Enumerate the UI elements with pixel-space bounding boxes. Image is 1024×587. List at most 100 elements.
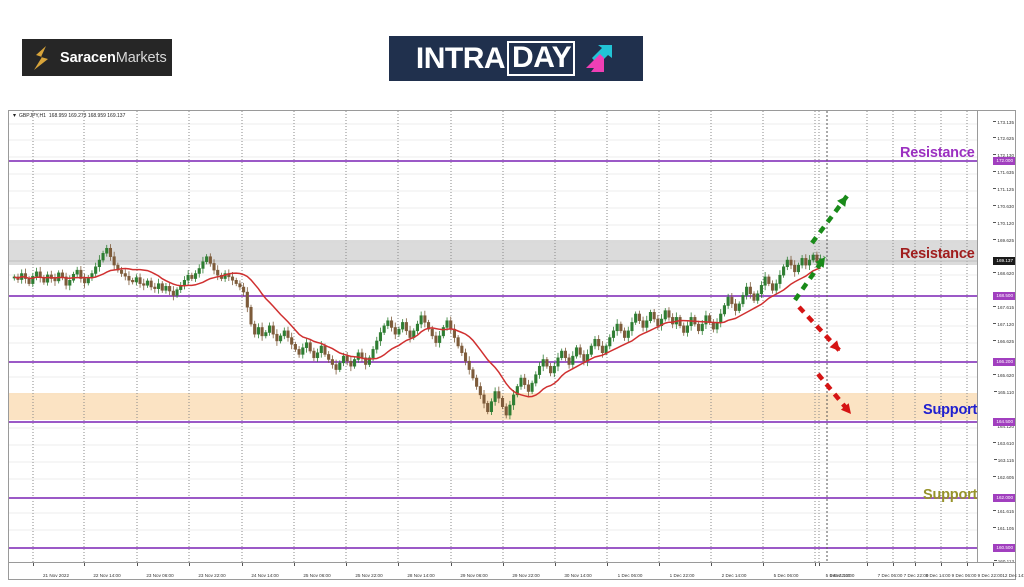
bullish-arrow-1 bbox=[793, 255, 827, 302]
price-tick: 166.625 bbox=[993, 339, 1014, 345]
price-tick: 165.620 bbox=[993, 373, 1014, 379]
time-tick-mark bbox=[346, 563, 347, 566]
time-tick-label: 6 Dec 14:00 bbox=[829, 573, 855, 578]
price-tick: 172.625 bbox=[993, 136, 1014, 142]
support-annotation-3: Support bbox=[923, 402, 978, 418]
chart-caret-icon: ▾ bbox=[13, 113, 17, 119]
time-tick-label: 9 Dec 06:00 bbox=[951, 573, 977, 578]
time-tick-label: 23 Nov 22:00 bbox=[198, 573, 226, 578]
price-level-badge[interactable]: 164.500 bbox=[993, 418, 1015, 426]
price-tick: 161.105 bbox=[993, 526, 1014, 532]
price-level-badge[interactable]: 160.500 bbox=[993, 544, 1015, 552]
time-tick-label: 8 Dec 14:00 bbox=[925, 573, 951, 578]
chart-title-bar: ▾ GBPJPY,H1 168.959 169.273 168.959 169.… bbox=[13, 113, 125, 119]
price-tick: 163.115 bbox=[993, 458, 1014, 464]
price-tick: 171.125 bbox=[993, 187, 1014, 193]
time-tick-label: 24 Nov 14:00 bbox=[251, 573, 279, 578]
time-tick-mark bbox=[815, 563, 816, 566]
price-level-badge[interactable]: 166.200 bbox=[993, 358, 1015, 366]
resistance-annotation-2: Resistance bbox=[900, 246, 975, 262]
time-axis[interactable]: 21 Nov 2022 22 Nov 14:00 23 Nov 06:00 23 No… bbox=[9, 562, 1024, 579]
time-tick-label: 1 Dec 22:00 bbox=[669, 573, 695, 578]
bearish-arrow-2 bbox=[816, 372, 853, 416]
time-tick-mark bbox=[242, 563, 243, 566]
saracen-light-word: Markets bbox=[115, 49, 167, 66]
price-tick: 165.110 bbox=[993, 390, 1014, 396]
time-tick-mark bbox=[819, 563, 820, 566]
chart-ohlc-values: 168.959 169.273 168.959 169.137 bbox=[48, 113, 126, 119]
price-tick: 170.120 bbox=[993, 221, 1014, 227]
time-tick-mark bbox=[993, 563, 994, 566]
saracen-s-icon bbox=[34, 45, 48, 70]
time-tick-label: 2 Dec 14:00 bbox=[721, 573, 747, 578]
time-tick-mark bbox=[941, 563, 942, 566]
intraday-arrows-icon bbox=[582, 42, 616, 76]
time-tick-label: 23 Nov 06:00 bbox=[146, 573, 174, 578]
time-tick-mark bbox=[294, 563, 295, 566]
price-tick: 167.120 bbox=[993, 322, 1014, 328]
time-tick-label: 12 Dec 14:00 bbox=[1002, 573, 1024, 578]
support-annotation-4: Support bbox=[923, 487, 978, 503]
time-tick-label: 28 Nov 14:00 bbox=[407, 573, 435, 578]
time-tick-label: 21 Nov 2022 bbox=[42, 573, 70, 578]
price-tick: 168.620 bbox=[993, 271, 1014, 277]
price-chart[interactable]: ▾ GBPJPY,H1 168.959 169.273 168.959 169.… bbox=[8, 110, 1024, 580]
bullish-arrow-2 bbox=[810, 194, 849, 245]
price-tick: 161.615 bbox=[993, 509, 1014, 515]
time-tick-mark bbox=[893, 563, 894, 566]
time-tick-label: 29 Nov 22:00 bbox=[512, 573, 540, 578]
time-tick-mark bbox=[503, 563, 504, 566]
resistance-annotation-1: Resistance bbox=[900, 145, 975, 161]
time-tick-mark bbox=[33, 563, 34, 566]
price-tick: 173.135 bbox=[993, 120, 1014, 126]
price-tick: 171.635 bbox=[993, 170, 1014, 176]
time-tick-label: 7 Dec 22:00 bbox=[903, 573, 929, 578]
price-level-badge[interactable]: 162.000 bbox=[993, 494, 1015, 502]
saracen-markets-logo: SaracenMarkets bbox=[22, 39, 172, 76]
price-axis[interactable]: 173.135 172.625 172.130 171.635 171.125 170.6… bbox=[977, 111, 1015, 565]
time-tick-mark bbox=[711, 563, 712, 566]
time-tick-mark bbox=[137, 563, 138, 566]
bearish-arrow-1 bbox=[797, 305, 842, 353]
time-tick-mark bbox=[659, 563, 660, 566]
time-tick-label: 5 Dec 22:00 bbox=[825, 573, 851, 578]
time-tick-mark bbox=[189, 563, 190, 566]
time-tick-mark bbox=[607, 563, 608, 566]
time-tick-label: 5 Dec 06:00 bbox=[773, 573, 799, 578]
saracen-markets-wordmark: SaracenMarkets bbox=[60, 50, 167, 66]
intraday-part-two: DAY bbox=[507, 41, 576, 76]
intraday-part-one: INTRA bbox=[415, 41, 506, 75]
time-tick-mark bbox=[398, 563, 399, 566]
price-tick: 160.113 bbox=[993, 559, 1014, 565]
price-tick: 170.630 bbox=[993, 204, 1014, 210]
price-tick: 167.615 bbox=[993, 305, 1014, 311]
time-tick-mark bbox=[84, 563, 85, 566]
time-tick-mark bbox=[451, 563, 452, 566]
chart-plot-area[interactable] bbox=[9, 111, 977, 562]
time-tick-mark bbox=[763, 563, 764, 566]
intraday-logo: INTRA DAY bbox=[389, 36, 643, 81]
price-level-badge[interactable]: 168.500 bbox=[993, 292, 1015, 300]
time-tick-label: 29 Nov 06:00 bbox=[460, 573, 488, 578]
time-tick-label: 30 Nov 14:00 bbox=[564, 573, 592, 578]
page-header: SaracenMarkets INTRA DAY bbox=[0, 0, 1024, 104]
intraday-wordmark: INTRA DAY bbox=[416, 41, 616, 76]
price-level-badge[interactable]: 169.137 bbox=[993, 257, 1015, 265]
time-tick-mark bbox=[555, 563, 556, 566]
time-tick-label: 1 Dec 06:00 bbox=[617, 573, 643, 578]
time-tick-mark bbox=[915, 563, 916, 566]
price-level-badge[interactable]: 172.000 bbox=[993, 157, 1015, 165]
saracen-bold-word: Saracen bbox=[60, 49, 116, 66]
chart-symbol-label: GBPJPY,H1 bbox=[19, 113, 46, 119]
price-tick: 172.130 bbox=[993, 153, 1014, 159]
price-tick: 163.610 bbox=[993, 441, 1014, 447]
time-tick-mark bbox=[867, 563, 868, 566]
time-tick-label: 9 Dec 22:00 bbox=[977, 573, 1003, 578]
time-tick-label: 7 Dec 06:00 bbox=[877, 573, 903, 578]
time-tick-label: 22 Nov 14:00 bbox=[93, 573, 121, 578]
chart-canvas bbox=[9, 111, 977, 562]
time-tick-label: 25 Nov 22:00 bbox=[355, 573, 383, 578]
price-tick: 169.625 bbox=[993, 238, 1014, 244]
price-tick: 162.605 bbox=[993, 475, 1014, 481]
time-tick-label: 25 Nov 06:00 bbox=[303, 573, 331, 578]
